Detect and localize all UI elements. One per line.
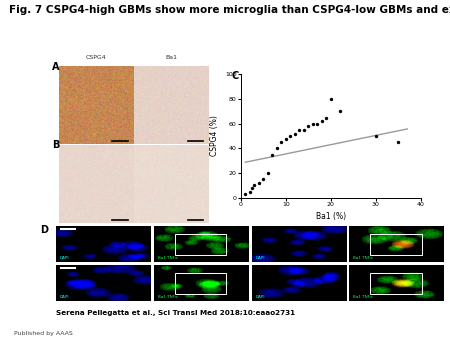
Text: B: B [52,140,59,150]
Text: Serena Pellegatta et al., Sci Transl Med 2018;10:eaao2731: Serena Pellegatta et al., Sci Transl Med… [56,310,295,316]
Point [395,140,402,145]
Text: DAPI: DAPI [255,295,265,299]
Text: DAPI: DAPI [60,295,69,299]
Bar [370,234,422,255]
Point [251,183,258,188]
Point [255,180,262,186]
Point [300,127,307,132]
Text: Ba1 TNFα: Ba1 TNFα [353,295,373,299]
Point [260,176,267,182]
Point [296,127,303,132]
Bar [175,234,226,255]
Text: ■AAAS: ■AAAS [374,328,402,334]
Point [246,189,253,194]
Text: Ba1 TNFα: Ba1 TNFα [158,295,177,299]
Point [314,121,321,126]
Text: Translational: Translational [360,311,416,320]
Text: D: D [40,225,49,235]
Point [273,146,280,151]
Text: Ba1: Ba1 [165,55,177,61]
Y-axis label: CSPG4 (%): CSPG4 (%) [211,116,220,156]
Text: Ba1 TNFα: Ba1 TNFα [158,256,177,260]
Text: A: A [52,62,59,72]
Point [278,140,285,145]
Text: DAPI: DAPI [255,256,265,260]
Text: Science: Science [376,306,400,311]
Point [282,136,289,141]
X-axis label: Ba1 (%): Ba1 (%) [316,213,346,221]
Text: Ba1 TNFα: Ba1 TNFα [353,256,373,260]
Point [287,134,294,139]
Text: Fig. 7 CSPG4-high GBMs show more microglia than CSPG4-low GBMs and express TNFα.: Fig. 7 CSPG4-high GBMs show more microgl… [9,5,450,15]
Point [327,96,334,102]
Point [372,134,379,139]
Point [242,191,249,197]
Text: C: C [232,71,239,81]
Point [269,152,276,157]
Point [305,123,312,129]
Text: CSPG4: CSPG4 [85,55,106,61]
Point [318,119,325,124]
Text: Medicine: Medicine [369,317,408,326]
Point [264,170,271,176]
Point [291,131,298,136]
Bar [175,273,226,294]
Text: Published by AAAS: Published by AAAS [14,331,72,336]
Text: DAPI: DAPI [60,256,69,260]
Point [323,115,330,120]
Point [336,109,343,114]
Point [248,185,256,191]
Point [309,121,316,126]
Bar [370,273,422,294]
